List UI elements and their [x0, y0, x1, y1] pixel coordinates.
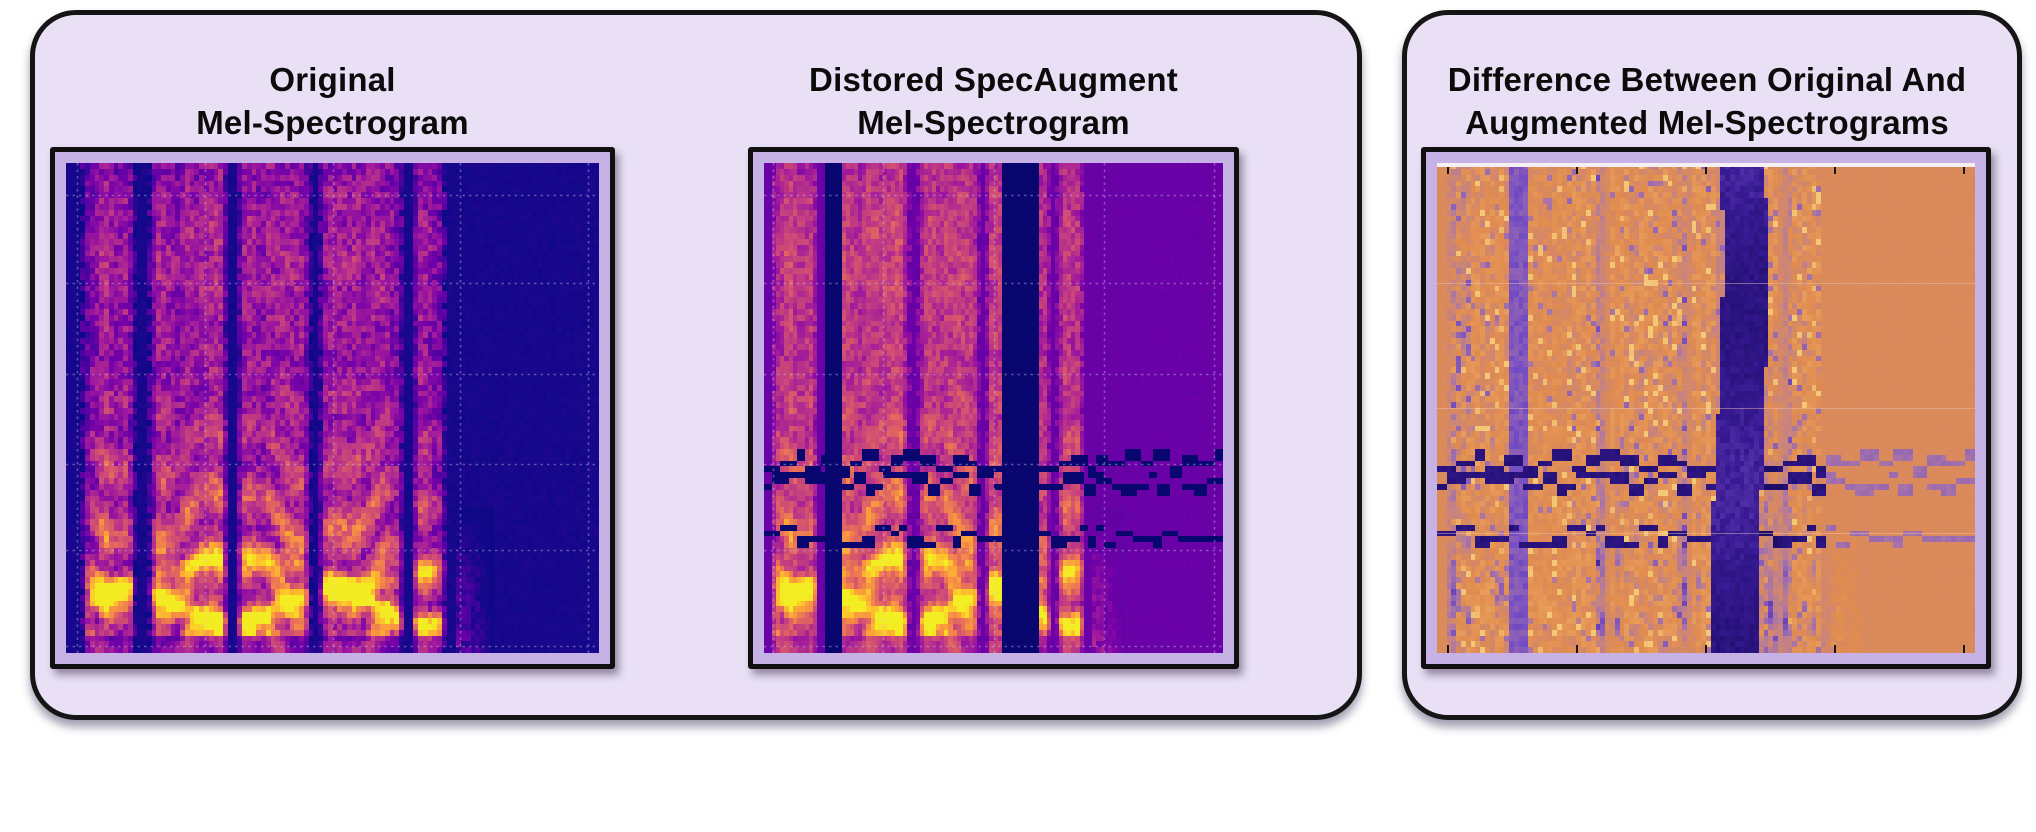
spectrogram-frame-specaugment	[748, 147, 1239, 669]
panel-title-difference: Difference Between Original And Augmente…	[1447, 61, 1967, 142]
panel-group-spectrograms: Original Mel-Spectrogram Distored SpecAu…	[30, 10, 1362, 720]
panel-title-original: Original Mel-Spectrogram	[196, 61, 469, 142]
spectrogram-heatmap-original	[66, 163, 599, 653]
spectrogram-heatmap-difference	[1437, 163, 1975, 653]
spectrogram-heatmap-specaugment	[764, 163, 1223, 653]
spectrogram-frame-difference	[1421, 147, 1991, 669]
spectrogram-frame-original	[50, 147, 615, 669]
panel-group-difference: Difference Between Original And Augmente…	[1402, 10, 2022, 720]
panel-title-specaugment: Distored SpecAugment Mel-Spectrogram	[809, 61, 1178, 142]
